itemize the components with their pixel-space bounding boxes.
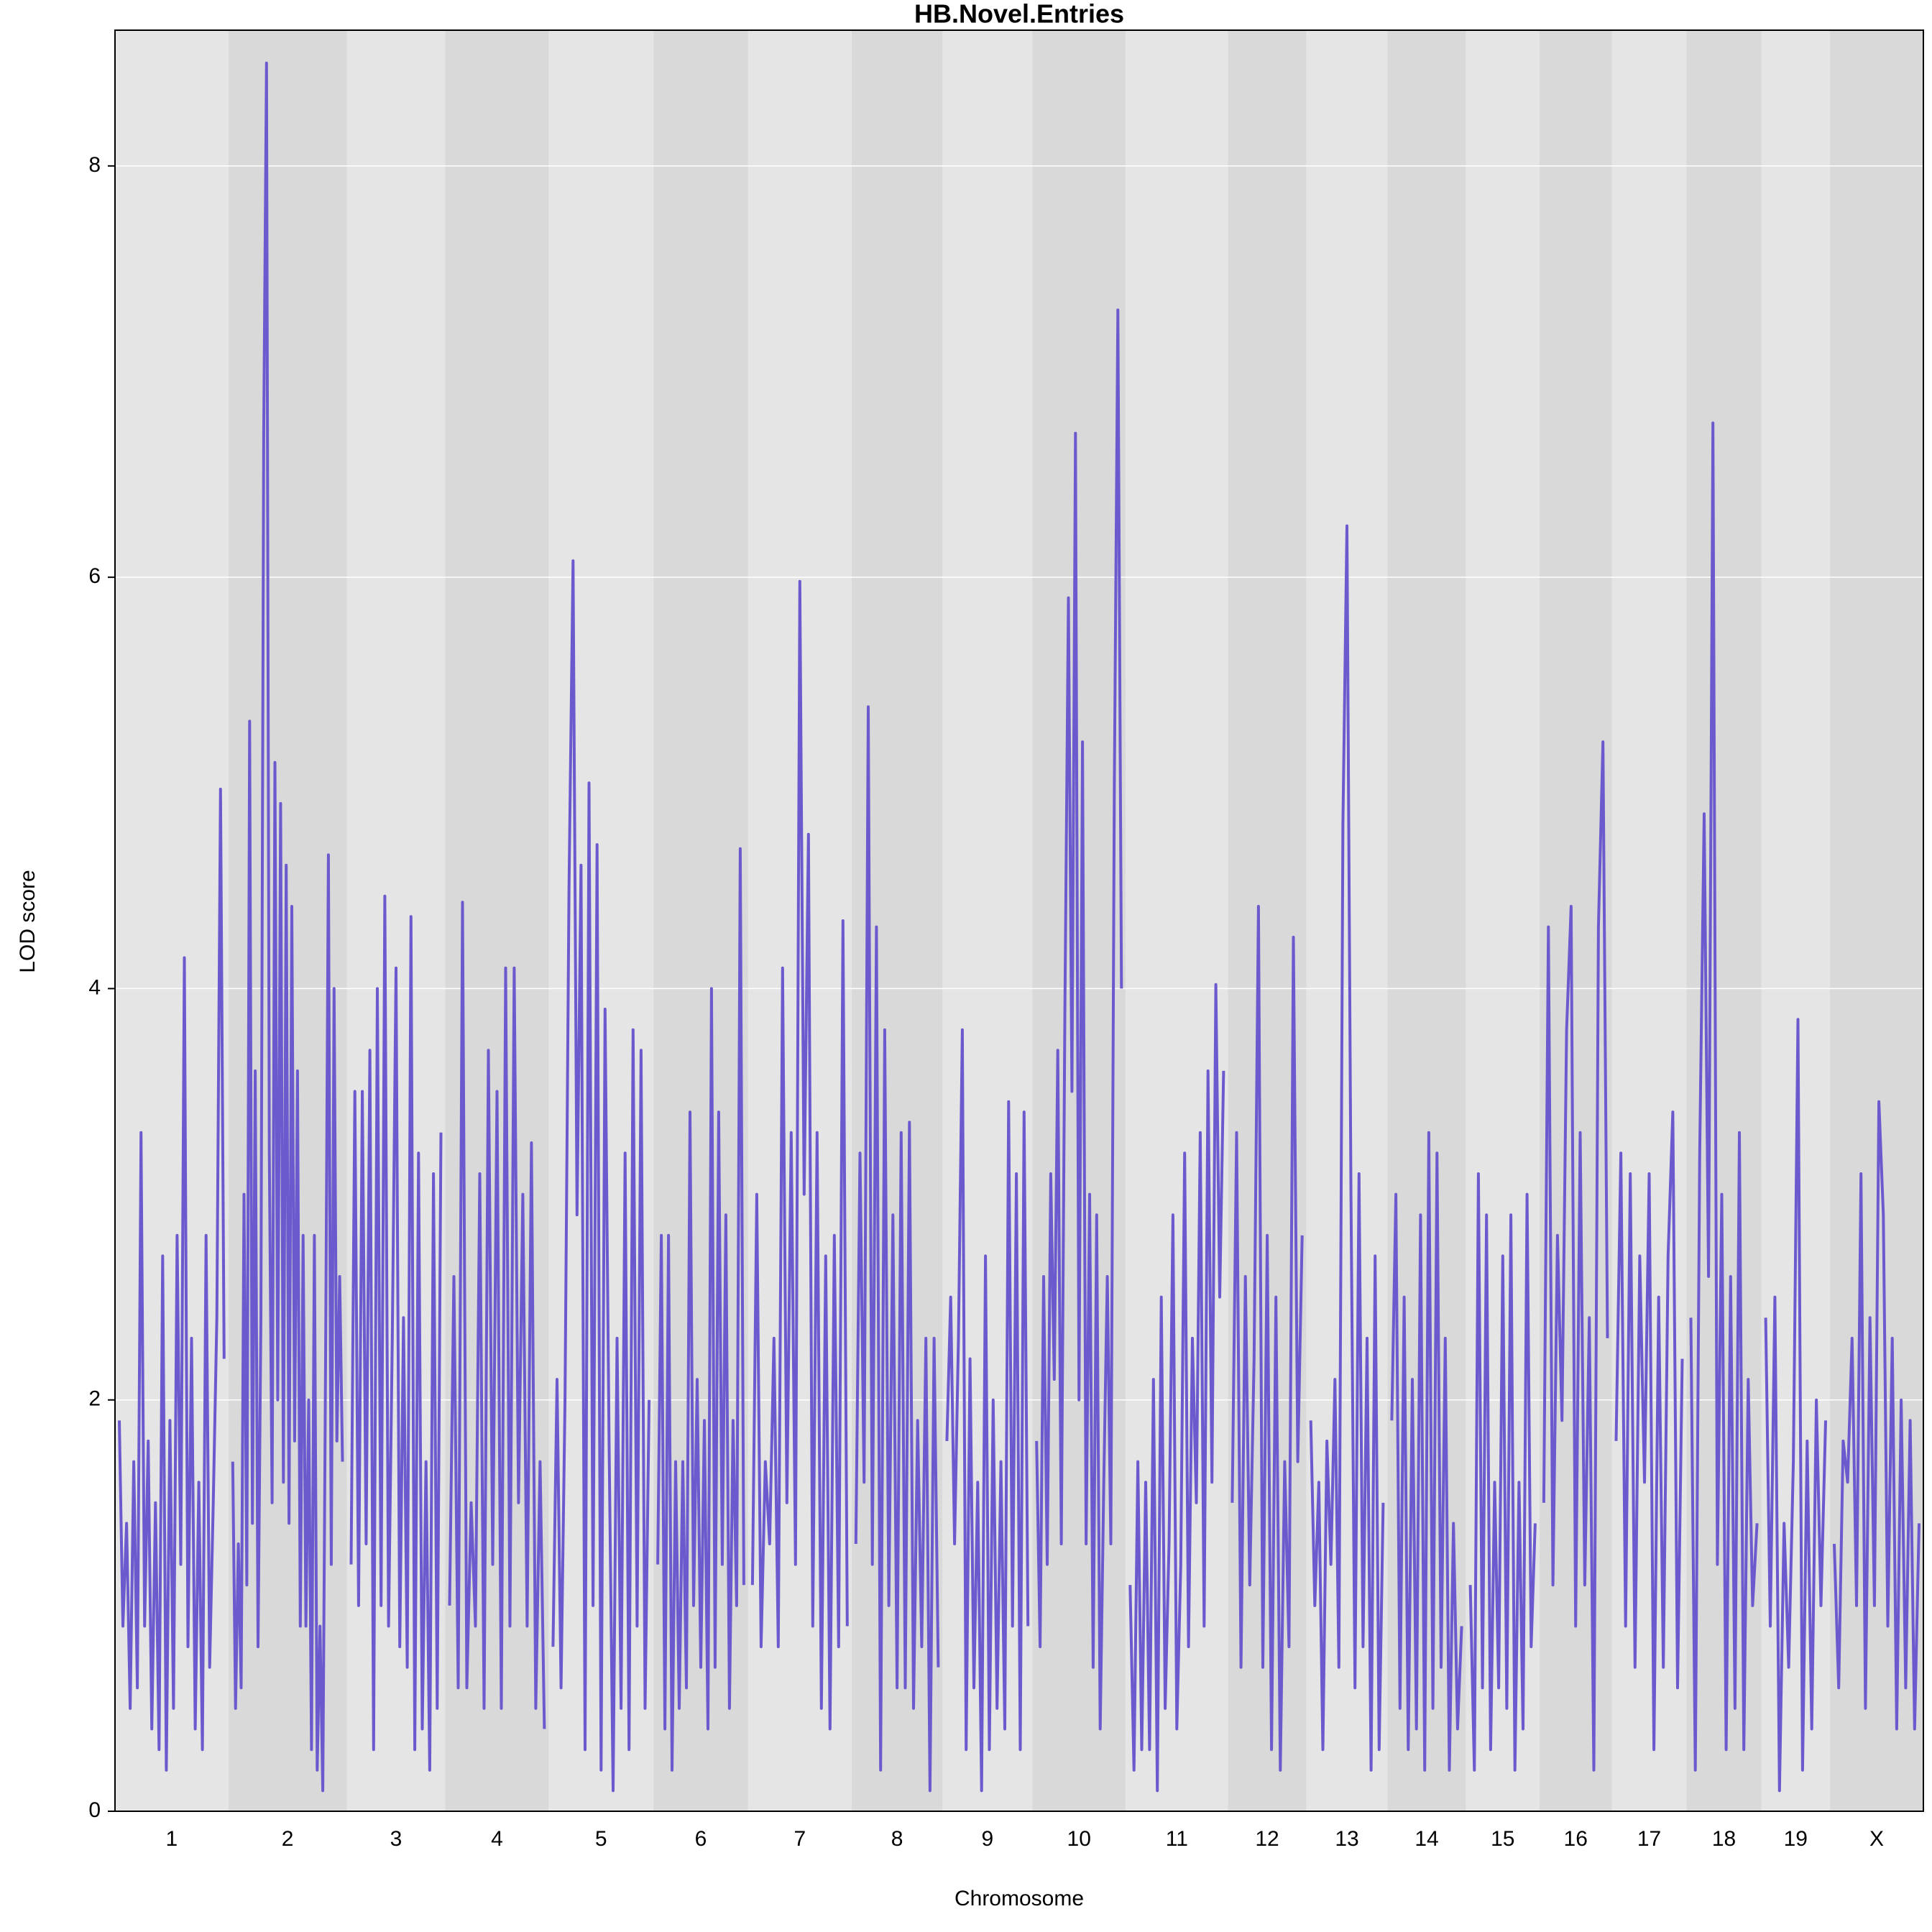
x-tick-label: 3 [390,1827,402,1851]
x-tick-label: X [1869,1827,1884,1851]
x-tick-label: 16 [1564,1827,1588,1851]
x-tick-label: 14 [1414,1827,1438,1851]
lod-line [750,579,849,1731]
x-tick-label: 17 [1637,1827,1661,1851]
lod-line [1764,1018,1827,1793]
y-tick-label: 8 [88,153,101,177]
chromosome-band [1126,30,1228,1811]
lod-line [656,847,745,1772]
lod-line [1390,1131,1463,1772]
chart-title: HB.Novel.Entries [914,0,1124,29]
lod-line [1833,1100,1920,1731]
y-tick-label: 2 [88,1387,101,1411]
lod-line [1128,983,1225,1793]
lod-line [854,705,940,1793]
lod-line [1468,1172,1537,1772]
lod-line [1035,308,1123,1731]
chromosome-band [346,30,446,1811]
y-axis-label: LOD score [16,870,40,972]
x-tick-label: 7 [794,1827,806,1851]
lod-line [118,787,226,1772]
lod-line [551,559,651,1793]
x-tick-label: 2 [282,1827,294,1851]
lod-line [1230,905,1304,1772]
x-axis-label: Chromosome [954,1887,1084,1910]
x-tick-label: 13 [1335,1827,1358,1851]
lod-line [1689,421,1759,1772]
x-tick-label: 19 [1784,1827,1808,1851]
chromosome-band [1466,30,1540,1811]
x-tick-label: 6 [695,1827,707,1851]
lod-line [448,901,546,1729]
x-tick-label: 10 [1067,1827,1091,1851]
x-tick-label: 18 [1712,1827,1736,1851]
x-tick-label: 8 [891,1827,903,1851]
plot-border [114,29,1924,1812]
x-tick-label: 4 [491,1827,503,1851]
x-tick-label: 5 [595,1827,607,1851]
y-tick-label: 6 [88,564,101,588]
lod-line [1542,740,1609,1772]
x-tick-label: 9 [981,1827,993,1851]
lines [118,61,1920,1793]
x-tick-label: 1 [166,1827,178,1851]
lod-line [945,1028,1030,1793]
lod-line [1614,1110,1684,1752]
y-tick-label: 4 [88,975,101,999]
lod-line [231,61,344,1793]
lod-line [349,894,443,1772]
x-tick-label: 12 [1255,1827,1279,1851]
lod-line [1309,524,1385,1772]
x-tick-label: 11 [1166,1827,1188,1851]
y-tick-label: 0 [88,1798,101,1822]
x-tick-label: 15 [1491,1827,1514,1851]
